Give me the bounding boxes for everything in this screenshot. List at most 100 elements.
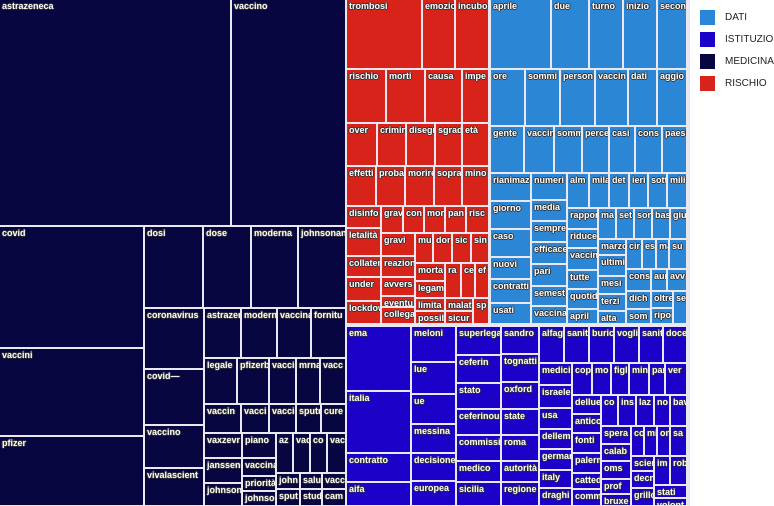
legend-item-medicina[interactable]: MEDICINA bbox=[700, 50, 774, 72]
treemap-cell-medicina[interactable]: moderna bbox=[252, 227, 297, 307]
treemap-cell-istituzioni[interactable]: regione bbox=[502, 483, 538, 505]
treemap-cell-istituzioni[interactable]: bruxe bbox=[602, 495, 630, 505]
treemap-cell-istituzioni[interactable]: contratto bbox=[347, 454, 410, 481]
treemap-cell-istituzioni[interactable]: min bbox=[630, 364, 648, 394]
treemap-cell-dati[interactable]: sempre bbox=[532, 222, 566, 241]
treemap-cell-dati[interactable]: sott bbox=[649, 174, 666, 207]
treemap-cell-dati[interactable]: su bbox=[670, 240, 686, 268]
treemap-cell-medicina[interactable]: sputn bbox=[297, 405, 320, 432]
treemap-cell-istituzioni[interactable]: italy bbox=[540, 471, 571, 487]
treemap-cell-medicina[interactable]: pfizer bbox=[0, 437, 143, 505]
treemap-cell-dati[interactable]: perce bbox=[583, 127, 608, 172]
treemap-cell-dati[interactable]: alm bbox=[568, 174, 588, 207]
treemap-cell-istituzioni[interactable]: grillo bbox=[632, 489, 653, 505]
treemap-cell-rischio[interactable]: morta bbox=[416, 264, 444, 280]
treemap-cell-dati[interactable]: mili bbox=[668, 174, 686, 207]
treemap-cell-medicina[interactable]: vacci bbox=[270, 359, 295, 403]
treemap-cell-medicina[interactable]: vac bbox=[328, 434, 345, 472]
treemap-cell-rischio[interactable]: mu bbox=[416, 234, 432, 262]
treemap-cell-istituzioni[interactable]: oms bbox=[602, 462, 630, 478]
treemap-cell-dati[interactable]: due bbox=[552, 0, 588, 68]
treemap-cell-rischio[interactable]: sicur bbox=[446, 312, 472, 323]
treemap-cell-rischio[interactable]: limita bbox=[416, 299, 444, 310]
treemap-cell-dati[interactable]: ma bbox=[599, 209, 615, 238]
treemap-cell-istituzioni[interactable]: figl bbox=[612, 364, 628, 394]
legend-item-rischio[interactable]: RISCHIO bbox=[700, 72, 774, 94]
treemap-cell-istituzioni[interactable]: sa bbox=[671, 427, 686, 455]
treemap-cell-istituzioni[interactable]: comm bbox=[573, 490, 600, 505]
treemap-cell-istituzioni[interactable]: co bbox=[632, 427, 643, 455]
treemap-cell-dati[interactable]: aur bbox=[652, 270, 666, 290]
treemap-cell-istituzioni[interactable]: ema bbox=[347, 327, 410, 390]
treemap-cell-istituzioni[interactable]: laz bbox=[637, 396, 653, 425]
treemap-cell-medicina[interactable]: modern bbox=[242, 309, 276, 357]
treemap-cell-istituzioni[interactable]: dellue bbox=[573, 396, 600, 413]
treemap-cell-dati[interactable]: riduce bbox=[568, 230, 597, 247]
treemap-cell-medicina[interactable]: vivalascient bbox=[145, 469, 203, 505]
treemap-cell-dati[interactable]: sommi bbox=[526, 70, 559, 125]
treemap-cell-dati[interactable]: dati bbox=[629, 70, 656, 125]
treemap-cell-dati[interactable]: som bbox=[627, 310, 650, 323]
treemap-cell-medicina[interactable]: stud bbox=[301, 490, 321, 505]
treemap-cell-istituzioni[interactable]: decisione bbox=[412, 454, 455, 480]
treemap-cell-dati[interactable]: alta bbox=[599, 312, 625, 323]
treemap-cell-medicina[interactable]: vac bbox=[294, 434, 309, 472]
treemap-cell-dati[interactable]: vaccin bbox=[596, 70, 627, 125]
treemap-cell-medicina[interactable]: dosi bbox=[145, 227, 202, 307]
treemap-cell-dati[interactable]: efficace bbox=[532, 243, 566, 263]
treemap-cell-istituzioni[interactable]: messina bbox=[412, 425, 455, 452]
treemap-cell-rischio[interactable]: over bbox=[347, 124, 376, 165]
treemap-cell-rischio[interactable]: disegn bbox=[407, 124, 434, 165]
treemap-cell-rischio[interactable]: con bbox=[404, 207, 423, 232]
treemap-cell-istituzioni[interactable]: autorità bbox=[502, 462, 538, 481]
treemap-cell-dati[interactable]: ultimi bbox=[599, 256, 625, 275]
treemap-cell-istituzioni[interactable]: stato bbox=[457, 384, 500, 408]
treemap-cell-rischio[interactable]: reazion bbox=[382, 257, 414, 276]
treemap-cell-rischio[interactable]: malat bbox=[446, 299, 472, 310]
treemap-cell-dati[interactable]: avv bbox=[668, 270, 686, 290]
treemap-cell-rischio[interactable]: sopra bbox=[435, 167, 461, 205]
treemap-cell-istituzioni[interactable]: doce bbox=[664, 327, 686, 362]
treemap-cell-istituzioni[interactable]: calab bbox=[602, 445, 630, 460]
treemap-cell-dati[interactable]: contratti bbox=[491, 280, 530, 302]
treemap-cell-rischio[interactable]: pan bbox=[446, 207, 465, 232]
treemap-cell-dati[interactable]: se bbox=[674, 292, 686, 323]
treemap-cell-rischio[interactable]: letalità bbox=[347, 229, 380, 255]
treemap-cell-istituzioni[interactable]: tognatti bbox=[502, 355, 538, 381]
treemap-cell-medicina[interactable]: piano bbox=[243, 434, 275, 457]
treemap-cell-medicina[interactable]: janssen bbox=[205, 459, 241, 482]
treemap-cell-istituzioni[interactable]: sanit bbox=[565, 327, 588, 362]
treemap-cell-rischio[interactable]: eventu bbox=[382, 297, 414, 306]
treemap-cell-medicina[interactable]: cam bbox=[323, 490, 345, 505]
treemap-cell-istituzioni[interactable]: buric bbox=[590, 327, 613, 362]
treemap-cell-dati[interactable]: set bbox=[617, 209, 633, 238]
treemap-cell-medicina[interactable]: vaccino bbox=[232, 0, 345, 225]
treemap-cell-medicina[interactable]: priorità bbox=[243, 477, 275, 490]
treemap-cell-rischio[interactable]: mor bbox=[425, 207, 444, 232]
treemap-cell-medicina[interactable]: vacci bbox=[242, 405, 268, 432]
treemap-cell-dati[interactable]: ma bbox=[657, 240, 668, 268]
treemap-cell-medicina[interactable]: vacc bbox=[323, 474, 345, 488]
treemap-cell-istituzioni[interactable]: spera bbox=[602, 427, 630, 443]
treemap-cell-medicina[interactable]: astrazeneca bbox=[0, 0, 230, 225]
treemap-cell-dati[interactable]: aprile bbox=[491, 0, 550, 68]
treemap-cell-medicina[interactable]: mrna bbox=[297, 359, 319, 403]
treemap-cell-dati[interactable]: aggio bbox=[658, 70, 686, 125]
treemap-cell-istituzioni[interactable]: lue bbox=[412, 363, 455, 393]
treemap-cell-dati[interactable]: cons bbox=[636, 127, 661, 172]
treemap-cell-rischio[interactable]: emozio bbox=[423, 0, 454, 68]
treemap-cell-dati[interactable]: secon bbox=[658, 0, 686, 68]
treemap-cell-medicina[interactable]: covid bbox=[0, 227, 143, 347]
treemap-cell-dati[interactable]: vaccin bbox=[525, 127, 553, 172]
treemap-cell-dati[interactable]: pari bbox=[532, 265, 566, 285]
treemap-cell-medicina[interactable]: salu bbox=[301, 474, 321, 488]
treemap-cell-istituzioni[interactable]: israele bbox=[540, 386, 571, 407]
treemap-cell-rischio[interactable]: possib bbox=[416, 312, 444, 323]
treemap-cell-istituzioni[interactable]: volont bbox=[655, 499, 686, 505]
treemap-cell-dati[interactable]: person bbox=[561, 70, 594, 125]
treemap-cell-istituzioni[interactable]: decr bbox=[632, 472, 653, 487]
treemap-cell-dati[interactable]: rappor bbox=[568, 209, 597, 228]
treemap-cell-dati[interactable]: bas bbox=[653, 209, 669, 238]
treemap-cell-rischio[interactable]: risc bbox=[467, 207, 488, 232]
treemap-cell-dati[interactable]: caso bbox=[491, 230, 530, 256]
